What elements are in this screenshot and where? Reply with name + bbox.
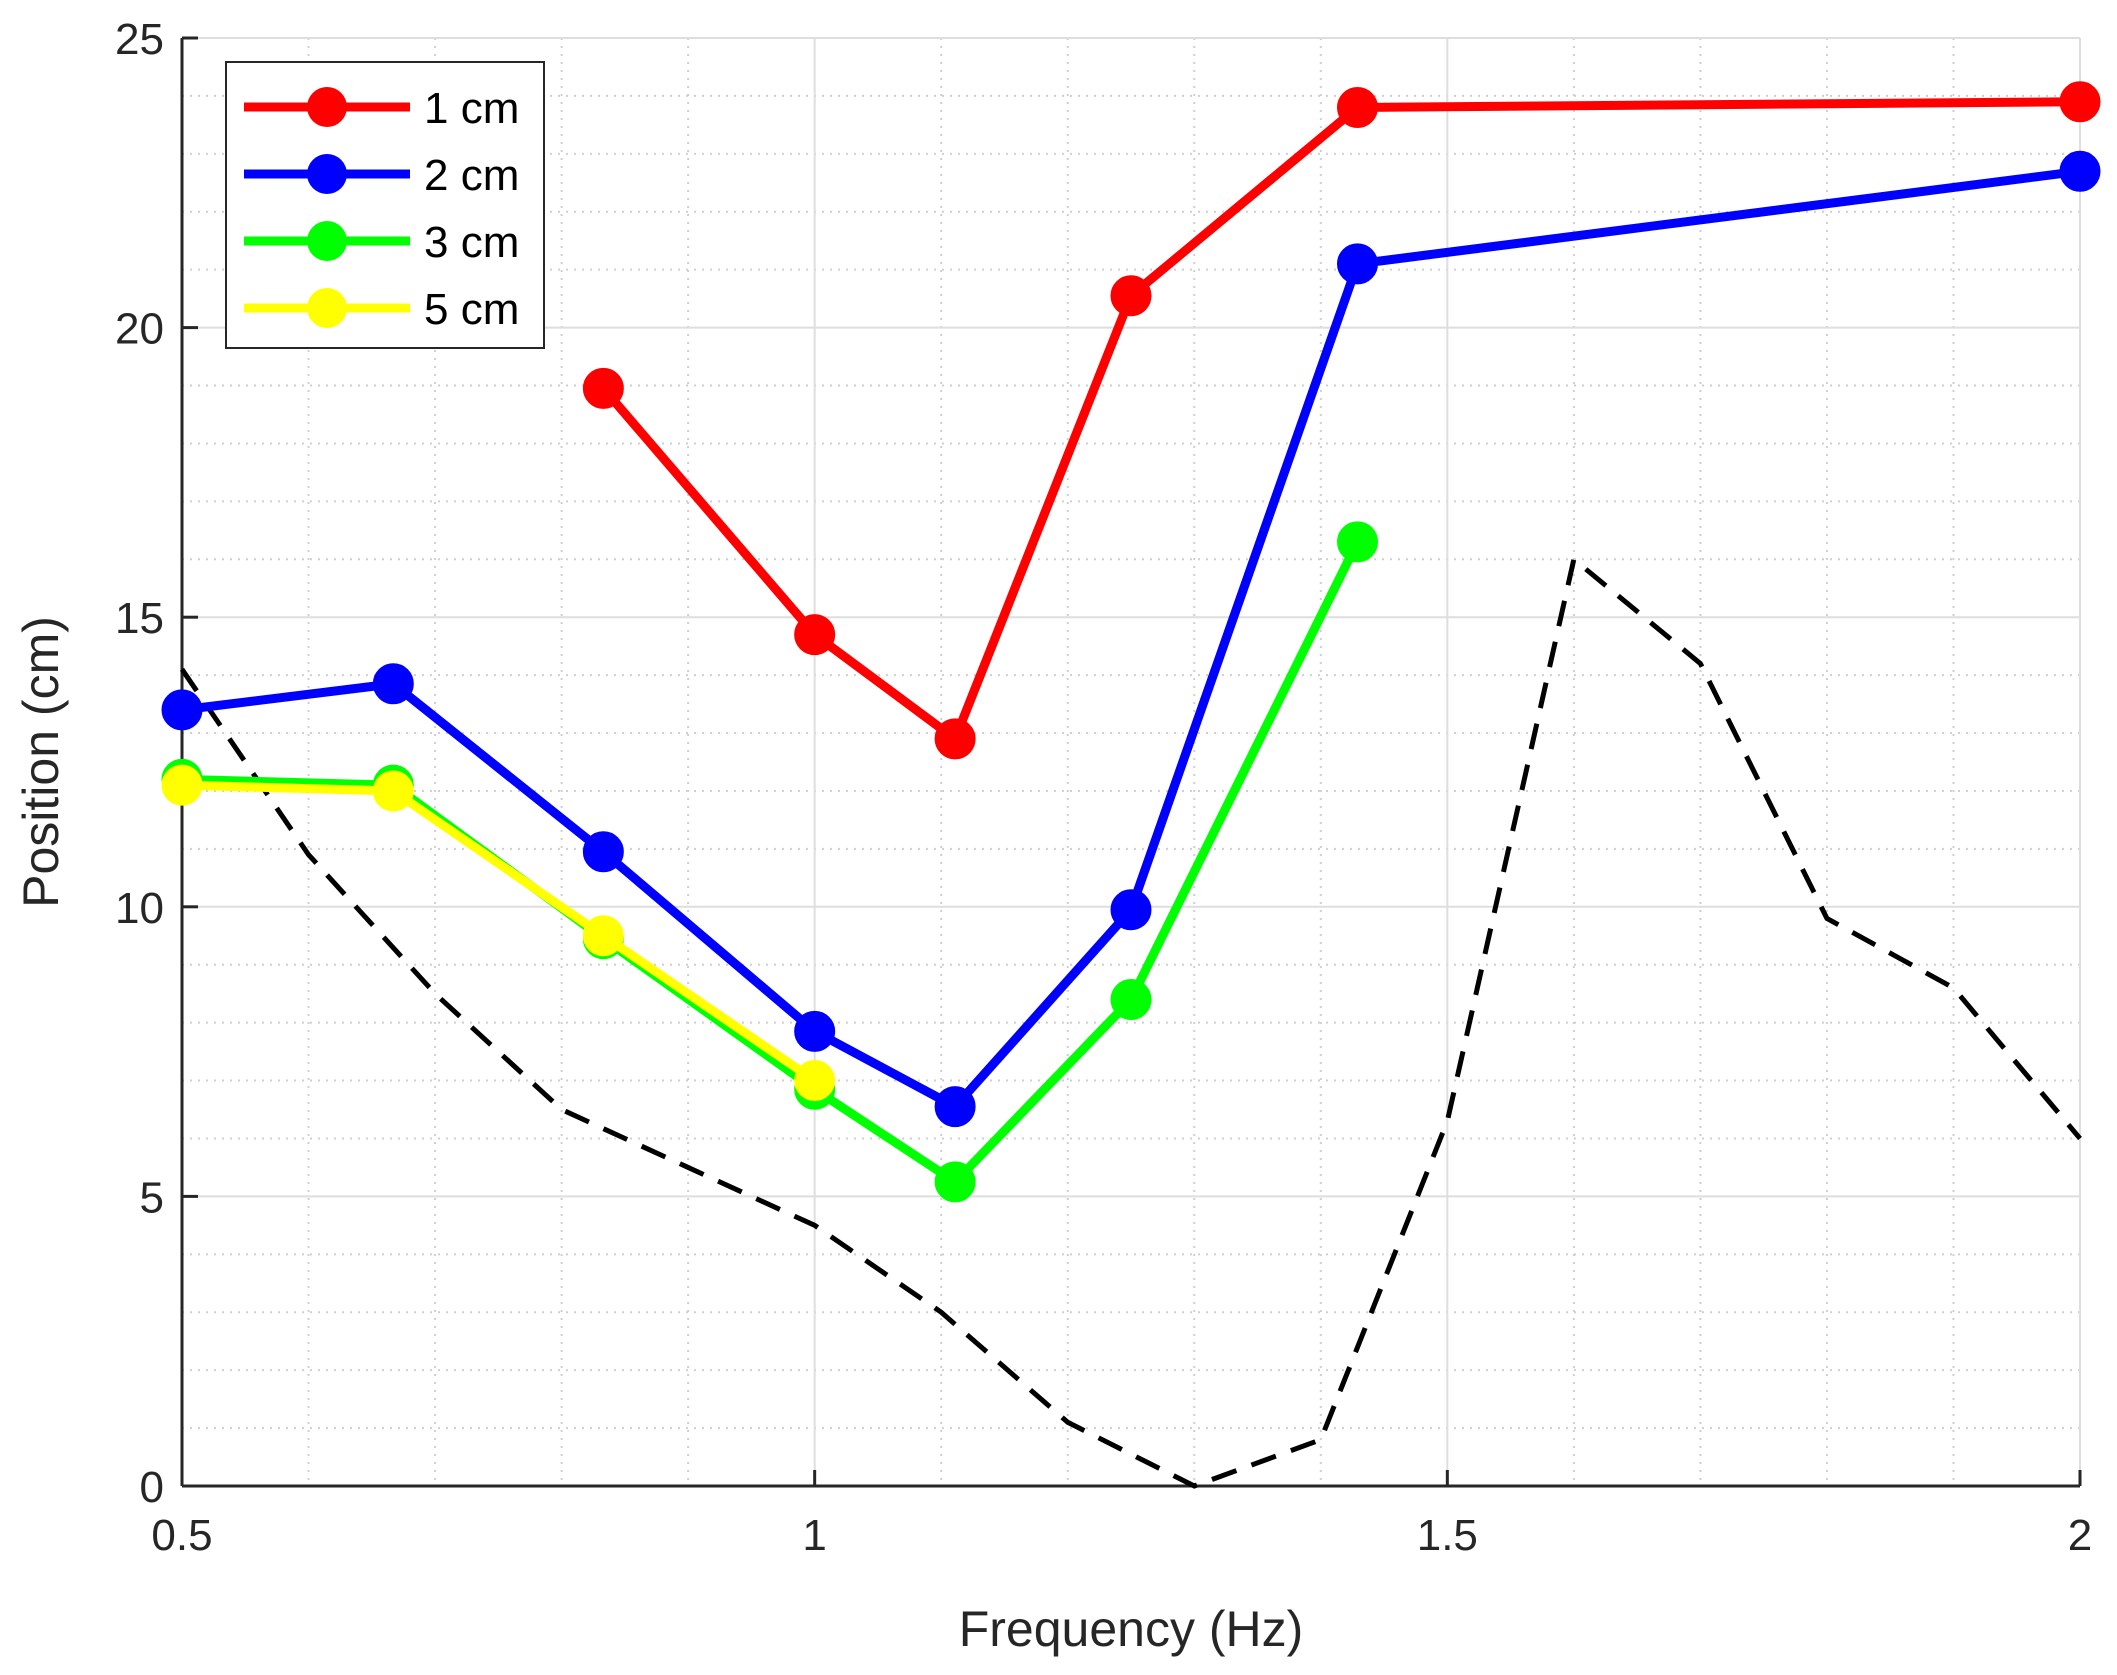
data-point-5-cm xyxy=(372,770,414,812)
data-point-2-cm xyxy=(1110,889,1152,931)
data-point-2-cm xyxy=(1336,243,1378,285)
y-tick-label: 0 xyxy=(140,1463,164,1512)
data-point-2-cm xyxy=(794,1010,836,1052)
series-1-cm xyxy=(582,81,2101,760)
y-tick-label: 25 xyxy=(115,15,164,64)
legend-item-5-cm: 5 cm xyxy=(244,285,519,334)
series-line-2-cm xyxy=(181,166,2081,1112)
legend-item-2-cm: 2 cm xyxy=(244,151,519,200)
series-5-cm xyxy=(161,764,836,1102)
data-point-2-cm xyxy=(2059,150,2101,192)
x-tick-label: 1 xyxy=(802,1511,826,1560)
data-point-5-cm xyxy=(794,1060,836,1102)
legend-label: 1 cm xyxy=(424,84,519,133)
data-point-2-cm xyxy=(582,831,624,873)
series-line-1-cm xyxy=(599,97,2081,744)
data-series xyxy=(161,81,2101,1203)
legend-label: 5 cm xyxy=(424,285,519,334)
data-point-1-cm xyxy=(1336,87,1378,129)
data-point-1-cm xyxy=(794,614,836,656)
y-tick-label: 10 xyxy=(115,884,164,933)
legend-label: 3 cm xyxy=(424,218,519,267)
y-tick-label: 5 xyxy=(140,1173,164,1222)
series-2-cm xyxy=(161,150,2101,1128)
legend-swatch-marker xyxy=(307,154,347,194)
data-point-1-cm xyxy=(582,367,624,409)
data-point-5-cm xyxy=(161,764,203,806)
y-tick-labels: 0 5 10 15 20 25 xyxy=(115,15,164,1512)
legend-item-3-cm: 3 cm xyxy=(244,218,519,267)
legend-swatch-marker xyxy=(307,87,347,127)
x-tick-labels: 0.5 1 1.5 2 xyxy=(151,1511,2092,1560)
legend-label: 2 cm xyxy=(424,151,519,200)
data-point-3-cm xyxy=(1336,521,1378,563)
data-point-3-cm xyxy=(1110,978,1152,1020)
legend-item-1-cm: 1 cm xyxy=(244,84,519,133)
legend: 1 cm 2 cm 3 cm 5 cm xyxy=(225,61,545,349)
x-tick-label: 0.5 xyxy=(151,1511,212,1560)
data-point-1-cm xyxy=(1110,275,1152,317)
data-point-2-cm xyxy=(161,689,203,731)
data-point-5-cm xyxy=(582,915,624,957)
legend-swatch-marker xyxy=(307,221,347,261)
data-point-1-cm xyxy=(934,718,976,760)
y-axis-label: Position (cm) xyxy=(13,616,69,908)
data-point-2-cm xyxy=(934,1086,976,1128)
y-tick-label: 15 xyxy=(115,594,164,643)
data-point-1-cm xyxy=(2059,81,2101,123)
data-point-2-cm xyxy=(372,663,414,705)
legend-swatch-marker xyxy=(307,288,347,328)
series-line-5-cm xyxy=(181,780,818,1085)
x-tick-label: 2 xyxy=(2068,1511,2092,1560)
x-tick-label: 1.5 xyxy=(1417,1511,1478,1560)
x-axis-label: Frequency (Hz) xyxy=(959,1601,1304,1657)
y-tick-label: 20 xyxy=(115,305,164,354)
data-point-3-cm xyxy=(934,1161,976,1203)
